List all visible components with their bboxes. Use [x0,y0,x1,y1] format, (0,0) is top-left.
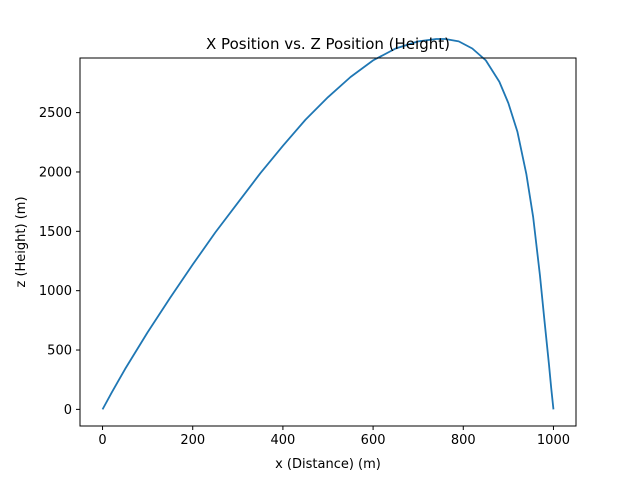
y-tick-label: 1000 [39,284,72,299]
y-tick-label: 500 [47,344,72,359]
y-tick-label: 0 [64,403,72,418]
x-tick-label: 0 [98,433,106,448]
plot-frame [79,57,577,427]
x-tick-label: 400 [270,433,295,448]
y-tick-label: 2500 [39,106,72,121]
y-tick-label: 1500 [39,225,72,240]
x-tick-label: 800 [451,433,476,448]
y-tick-label: 2000 [39,165,72,180]
trajectory-line [101,38,555,410]
x-tick-label: 200 [180,433,205,448]
y-axis-ticks: 0 500 1000 1500 2000 2500 [39,106,80,418]
plot-area [80,58,576,426]
x-tick-label: 600 [361,433,386,448]
x-axis-ticks: 0 200 400 600 800 1000 [98,426,570,448]
x-axis-label: x (Distance) (m) [275,457,381,472]
chart-title: X Position vs. Z Position (Height) [206,35,450,53]
x-tick-label: 1000 [537,433,570,448]
y-axis-label: z (Height) (m) [14,196,29,287]
